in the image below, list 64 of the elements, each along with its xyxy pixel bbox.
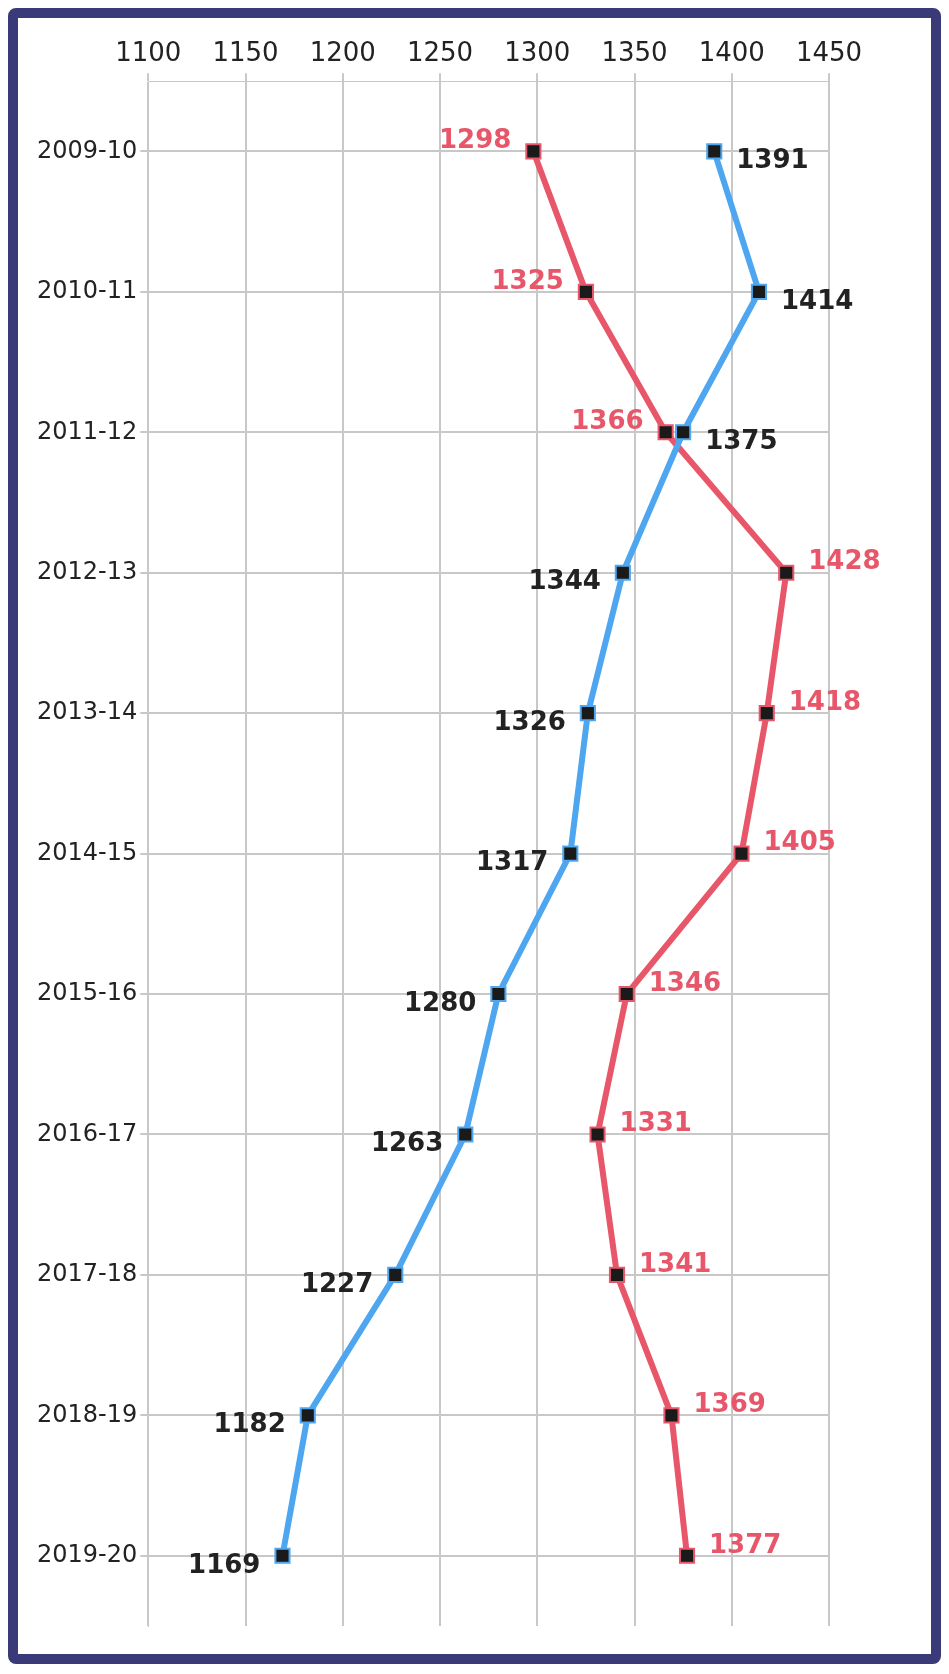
x-tick-label: 1150 <box>212 37 279 68</box>
data-label: 1263 <box>370 1127 444 1158</box>
y-tick-label: 2014-15 <box>37 837 138 866</box>
point <box>750 283 768 300</box>
data-label: 1298 <box>439 124 512 155</box>
data-label: 1325 <box>491 264 564 295</box>
point <box>675 424 692 441</box>
data-label: 1391 <box>736 144 809 175</box>
data-label: 1331 <box>619 1107 692 1138</box>
data-label: 1227 <box>300 1267 374 1298</box>
data-label: 1418 <box>788 685 862 716</box>
data-label: 1341 <box>639 1247 712 1278</box>
x-tick-label: 1400 <box>698 37 765 68</box>
x-tick-label: 1100 <box>115 37 182 68</box>
point <box>525 143 542 160</box>
x-tick-label: 1450 <box>795 37 863 68</box>
y-tick-label: 2019-20 <box>37 1540 138 1569</box>
point <box>733 845 750 862</box>
data-label: 1346 <box>648 966 722 997</box>
point <box>618 985 635 1003</box>
point <box>577 283 594 300</box>
data-label: 1405 <box>763 826 836 857</box>
point <box>274 1547 291 1564</box>
y-tick-label: 2015-16 <box>37 978 138 1007</box>
point <box>579 705 596 722</box>
x-tick-label: 1300 <box>504 37 571 68</box>
point <box>562 845 579 862</box>
point <box>457 1126 474 1143</box>
data-label: 1182 <box>213 1408 286 1439</box>
y-tick-label: 2011-12 <box>37 416 138 445</box>
data-label: 1366 <box>571 405 644 436</box>
page-frame: 1100 1150 1200 1250 1300 1350 1400 1450 2009-10 2010-11 2011-12 2012-13 2013-14 2014-15 2015-16 2016-17 2017-18 2018-19 2019-20 1391 1414 1375 1344 1326 1317 1280 1263 1227 1182 1169 1298 1325 1366 1428 1418 1405 1346 1331 1341 1369 1377 <box>8 8 941 1664</box>
point <box>490 985 507 1003</box>
point <box>678 1547 696 1564</box>
point <box>778 564 795 581</box>
y-tick-label: 2016-17 <box>37 1118 138 1147</box>
point <box>589 1126 606 1143</box>
data-label: 1414 <box>780 284 854 315</box>
data-label: 1369 <box>693 1388 766 1419</box>
data-label: 1377 <box>709 1528 782 1559</box>
data-label: 1317 <box>475 846 549 877</box>
x-tick-label: 1350 <box>601 37 668 68</box>
data-label: 1375 <box>705 425 778 456</box>
point <box>758 705 775 722</box>
y-tick-label: 2017-18 <box>37 1259 138 1288</box>
y-tick-label: 2010-11 <box>37 276 138 305</box>
x-tick-label: 1250 <box>406 37 474 68</box>
data-label: 1344 <box>528 565 601 596</box>
data-label: 1169 <box>188 1548 261 1579</box>
y-tick-label: 2009-10 <box>37 135 138 164</box>
data-label: 1428 <box>808 545 881 576</box>
point <box>608 1266 626 1283</box>
point <box>657 424 674 441</box>
point <box>387 1266 404 1283</box>
point <box>663 1407 680 1424</box>
x-tick-label: 1200 <box>309 37 376 68</box>
point <box>614 564 631 581</box>
point <box>706 143 723 160</box>
y-tick-label: 2013-14 <box>37 697 138 726</box>
data-label: 1280 <box>403 986 477 1017</box>
point <box>299 1407 316 1424</box>
y-tick-label: 2012-13 <box>37 556 138 585</box>
y-tick-label: 2018-19 <box>37 1399 138 1428</box>
data-label: 1326 <box>493 705 566 736</box>
